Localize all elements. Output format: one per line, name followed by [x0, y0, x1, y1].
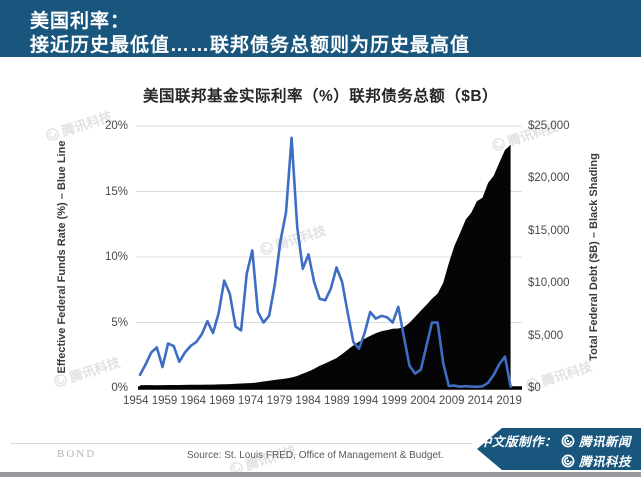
tencent-logo-icon: [45, 127, 59, 141]
footer-divider: [10, 443, 472, 444]
x-tick-label: 1954: [123, 395, 149, 407]
tencent-watermark: 腾讯科技: [257, 220, 329, 259]
tencent-logo-icon: [259, 241, 273, 255]
tencent-watermark: 腾讯科技: [51, 352, 123, 391]
left-tick-label: 0%: [111, 382, 128, 394]
x-tick-label: 1979: [266, 395, 293, 407]
x-tick-label: 2009: [438, 395, 465, 407]
x-tick-label: 2014: [467, 395, 494, 407]
x-tick-label: 2004: [410, 395, 436, 407]
left-axis-title: Effective Federal Funds Rate (%) – Blue …: [56, 140, 68, 374]
right-tick-label: $15,000: [528, 224, 570, 237]
x-tick-label: 1964: [180, 395, 207, 407]
left-axis-ticks: 20% 15% 10% 5% 0%: [70, 119, 128, 395]
fed-funds-line-series: [138, 136, 512, 389]
debt-area-series: [140, 144, 511, 388]
x-tick-label: 1969: [209, 395, 235, 407]
badge-brand-tech: 腾讯科技: [578, 455, 631, 469]
x-tick-label: 2019: [496, 395, 522, 407]
badge-line1: 中文版制作： 腾讯新闻: [479, 431, 631, 450]
x-tick-label: 1959: [151, 395, 178, 407]
x-axis-ticks: 1954 1959 1964 1969 1974 1979 1984 1989 1994 1999…: [123, 395, 522, 407]
right-tick-label: $20,000: [528, 172, 570, 185]
tencent-logo-icon: [53, 373, 67, 387]
tencent-tech-icon: [561, 454, 575, 468]
badge-brand-news: 腾讯新闻: [578, 435, 631, 449]
tencent-watermark: 腾讯科技: [523, 356, 595, 395]
right-tick-label: $0: [528, 381, 541, 394]
right-tick-label: $10,000: [528, 277, 570, 290]
x-tick-label: 1974: [237, 395, 264, 407]
source-text: Source: St. Louis FRED, Office of Manage…: [187, 450, 444, 461]
right-tick-label: $25,000: [528, 120, 570, 132]
x-tick-label: 1989: [324, 395, 350, 407]
tencent-news-icon: [561, 434, 575, 448]
header-title-line2: 接近历史最低值……联邦债务总额则为历史最高值: [30, 35, 471, 56]
left-tick-label: 10%: [104, 251, 128, 263]
bond-logo: BOND: [57, 448, 97, 460]
tencent-logo-icon: [491, 137, 505, 151]
slide-bottom-strip: [0, 472, 641, 477]
x-tick-label: 1999: [381, 395, 408, 407]
header-banner: 美国利率： 接近历史最低值……联邦债务总额则为历史最高值: [0, 0, 641, 57]
left-tick-label: 5%: [111, 316, 128, 329]
badge-prefix: 中文版制作：: [478, 435, 557, 449]
left-tick-label: 20%: [104, 120, 128, 132]
tencent-logo-icon: [525, 377, 539, 391]
x-tick-label: 1994: [352, 395, 379, 407]
tencent-watermark: 腾讯科技: [43, 106, 115, 145]
tencent-badge: 中文版制作： 腾讯新闻 腾讯科技: [477, 428, 641, 470]
header-title-line1: 美国利率：: [30, 11, 131, 32]
chart-title: 美国联邦基金实际利率（%）联邦债务总额（$B）: [142, 88, 499, 105]
right-tick-label: $5,000: [528, 329, 564, 342]
right-axis-ticks: $25,000 $20,000 $15,000 $10,000 $5,000 $0: [528, 119, 598, 395]
left-tick-label: 15%: [104, 185, 128, 198]
badge-line2: 腾讯科技: [561, 451, 631, 470]
x-tick-label: 1984: [295, 395, 321, 407]
